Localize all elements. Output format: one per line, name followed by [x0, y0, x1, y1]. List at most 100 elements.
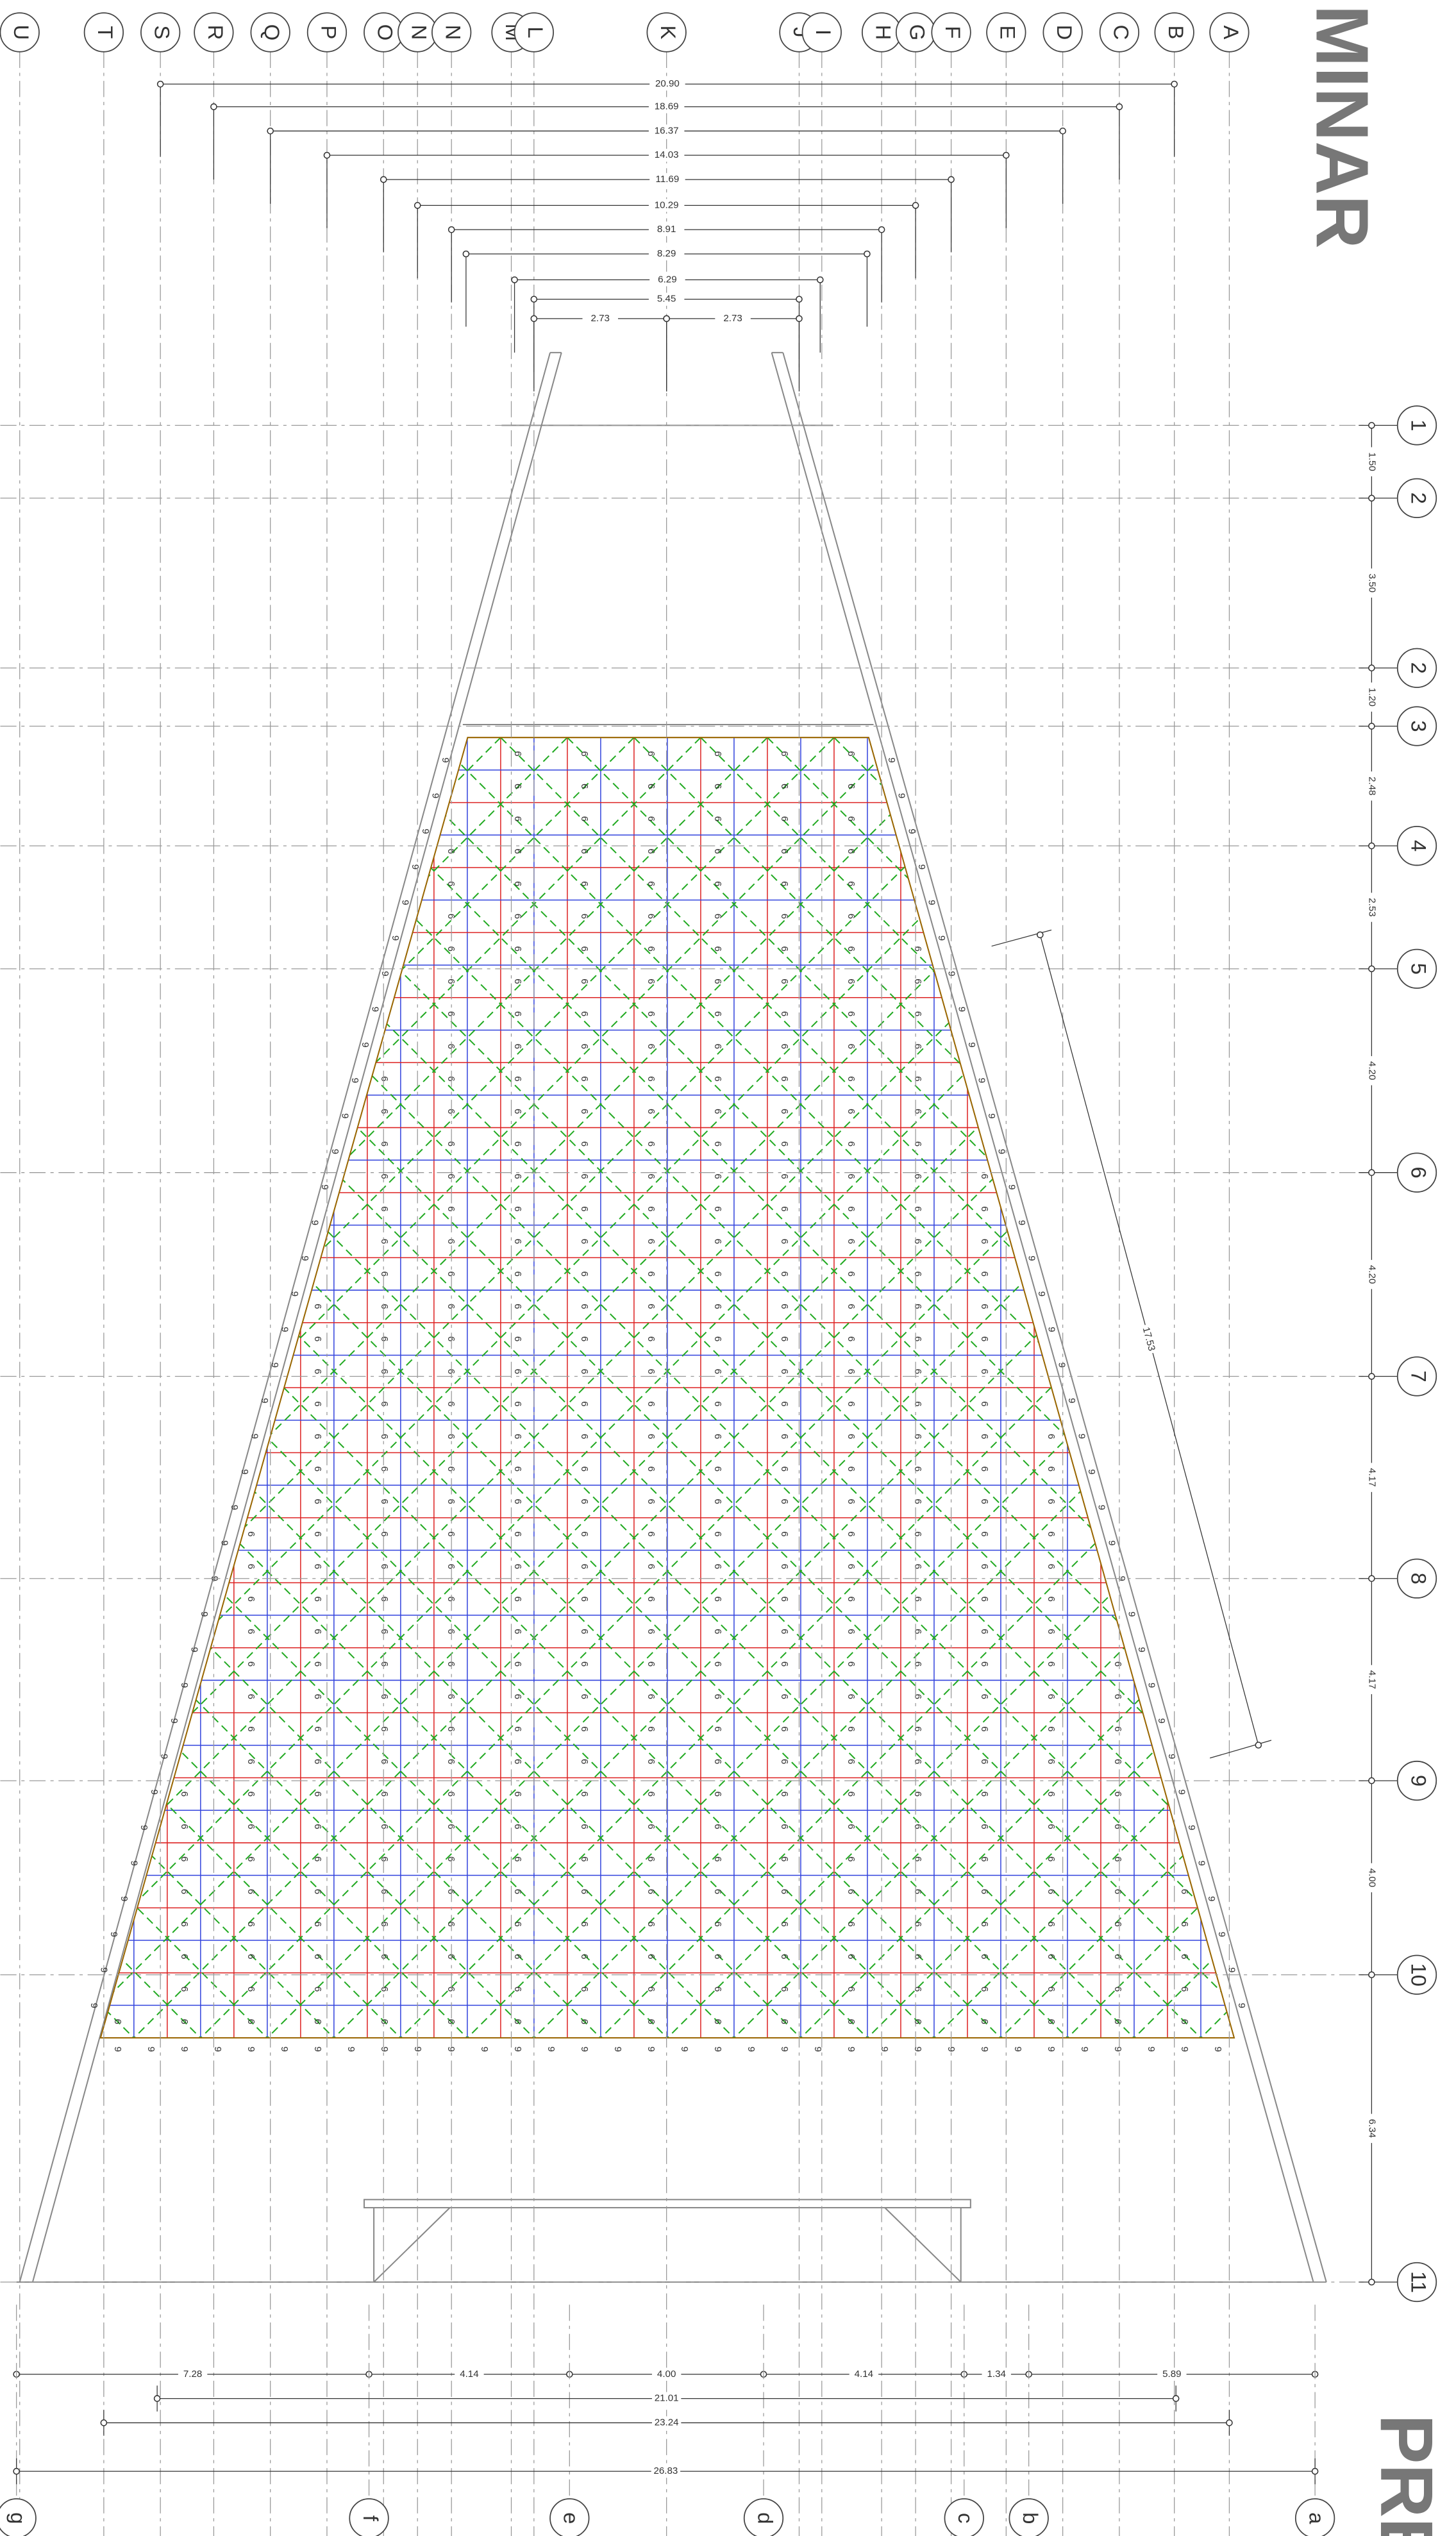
panel-label: 6	[846, 1531, 857, 1536]
dimension-label: 10.29	[655, 199, 679, 210]
edge-label: 9	[1146, 2047, 1157, 2052]
edge-label: 9	[779, 2047, 790, 2052]
dimension-label: 4.14	[460, 2369, 478, 2380]
panel-label: 6	[246, 1986, 256, 1992]
panel-label: 6	[646, 1499, 657, 1504]
panel-label: 6	[379, 1564, 390, 1569]
panel-label: 6	[712, 1336, 723, 1341]
panel-label: 6	[579, 1889, 590, 1894]
dimension-label: 1.50	[1366, 452, 1377, 471]
panel-label: 6	[979, 1401, 990, 1406]
edge-label: 9	[289, 1291, 300, 1297]
edge-label: 9	[319, 1184, 330, 1189]
dimension-tick	[948, 176, 954, 182]
panel-label: 6	[912, 1173, 923, 1179]
edge-label: 9	[546, 2047, 556, 2052]
dimension-tick	[512, 277, 517, 283]
panel-label: 6	[579, 1564, 590, 1569]
panel-label: 6	[446, 1629, 456, 1634]
panel-label: 6	[846, 914, 857, 919]
brace-line	[0, 737, 101, 2038]
panel-label: 6	[579, 1173, 590, 1179]
axis-label: 4	[1407, 840, 1430, 852]
panel-label: 6	[779, 1531, 790, 1536]
dimension-tick	[1369, 1972, 1375, 1978]
panel-label: 6	[779, 1011, 790, 1016]
dimension-label: 5.45	[657, 294, 676, 305]
edge-label: 9	[370, 1007, 381, 1012]
panel-label: 6	[846, 1141, 857, 1146]
panel-label: 6	[312, 1824, 323, 1829]
edge-label: 9	[1196, 1861, 1207, 1866]
panel-label: 6	[646, 1531, 657, 1536]
edge-label: 9	[108, 1931, 119, 1936]
dimension-tick	[101, 2420, 106, 2426]
panel-label: 6	[712, 1694, 723, 1699]
dimension-tick	[796, 315, 802, 321]
edge-label: 9	[380, 971, 390, 976]
watermark: PRE	[1365, 2414, 1448, 2536]
edge-label: 9	[879, 2047, 890, 2052]
panel-label: 6	[712, 1369, 723, 1374]
dimension-label: 4.14	[855, 2369, 873, 2380]
panel-label: 6	[1046, 1726, 1057, 1731]
panel-label: 6	[846, 1889, 857, 1894]
edge-label: 9	[986, 1113, 997, 1118]
axis-label: T	[94, 26, 117, 38]
panel-label: 6	[446, 2019, 456, 2024]
panel-label: 6	[379, 1369, 390, 1374]
axis-label: 8	[1407, 1573, 1430, 1584]
panel-label: 6	[512, 1954, 523, 1959]
edge-label: 9	[346, 2047, 356, 2052]
edge-label: 9	[360, 1042, 371, 1047]
panel-label: 6	[912, 1076, 923, 1081]
panel-label: 6	[379, 1531, 390, 1536]
dimension-label: 11.69	[656, 174, 680, 185]
dimension-label: 4.20	[1366, 1265, 1377, 1284]
panel-label: 6	[779, 1824, 790, 1829]
panel-label: 6	[979, 1466, 990, 1472]
dimension-label: 18.69	[655, 101, 679, 112]
panel-label: 6	[579, 1206, 590, 1211]
edge-label: 9	[349, 1078, 360, 1083]
panel-label: 6	[446, 1694, 456, 1699]
panel-label: 6	[1112, 1824, 1123, 1829]
panel-label: 6	[779, 1173, 790, 1179]
building-outline	[17, 353, 1326, 2282]
panel-label: 6	[446, 1336, 456, 1341]
panel-label: 6	[712, 784, 723, 789]
panel-label: 6	[579, 946, 590, 952]
panel-label: 6	[912, 1434, 923, 1439]
watermark: IMINAR	[1300, 0, 1384, 249]
panel-label: 6	[579, 1499, 590, 1504]
panel-label: 6	[712, 2019, 723, 2024]
panel-label: 6	[779, 1986, 790, 1992]
panel-label: 6	[512, 1792, 523, 1797]
edge-label: 9	[1056, 1363, 1067, 1368]
edge-label: 9	[1006, 1184, 1017, 1189]
panel-label: 6	[1112, 1792, 1123, 1797]
panel-label: 6	[979, 1336, 990, 1341]
panel-label: 6	[712, 1954, 723, 1959]
panel-label: 6	[912, 978, 923, 984]
panel-label: 6	[712, 751, 723, 756]
panel-label: 6	[712, 881, 723, 886]
panel-label: 6	[912, 1369, 923, 1374]
panel-label: 6	[846, 1986, 857, 1992]
panel-label: 6	[312, 1304, 323, 1309]
dimension-label: 26.83	[653, 2465, 678, 2476]
panel-label: 6	[446, 1499, 456, 1504]
panel-label: 6	[379, 1629, 390, 1634]
panel-label: 6	[579, 1759, 590, 1764]
panel-label: 6	[712, 1141, 723, 1146]
panel-label: 6	[312, 2019, 323, 2024]
edge-label: 9	[966, 1042, 977, 1047]
panel-label: 6	[379, 1856, 390, 1861]
panel-label: 6	[646, 816, 657, 821]
edge-label: 9	[1166, 1754, 1177, 1759]
edge-label: 9	[249, 1434, 260, 1439]
edge-label: 9	[896, 793, 907, 798]
panel-label: 6	[1179, 1889, 1190, 1894]
panel-label: 6	[712, 1531, 723, 1536]
panel-label: 6	[979, 1596, 990, 1601]
